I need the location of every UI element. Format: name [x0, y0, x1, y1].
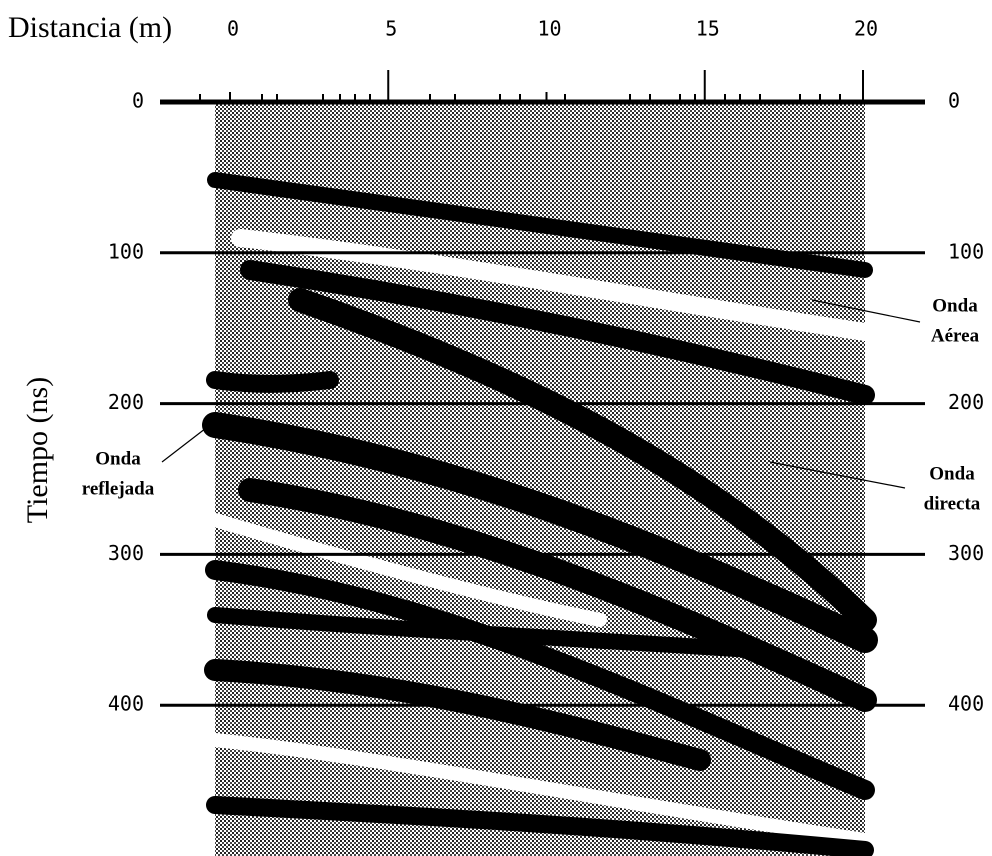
- y-axis-label: Tiempo (ns): [21, 377, 54, 523]
- annotation: Onda: [929, 463, 975, 484]
- y-tick-label: 300: [108, 541, 144, 565]
- annotation: Aérea: [931, 325, 980, 346]
- y-tick-label-right: 200: [948, 390, 984, 414]
- annotation: directa: [924, 493, 981, 514]
- y-tick-label-right: 100: [948, 239, 984, 263]
- y-tick-label: 0: [132, 89, 144, 113]
- y-tick-label-right: 400: [948, 692, 984, 716]
- x-tick-label: 10: [537, 17, 561, 41]
- leader-line: [161, 424, 211, 463]
- x-tick-label: 20: [854, 17, 878, 41]
- annotation: Onda: [95, 448, 141, 469]
- y-tick-label-right: 300: [948, 541, 984, 565]
- annotation: reflejada: [82, 478, 155, 499]
- annotation: Onda: [932, 295, 978, 316]
- y-tick-label: 100: [108, 239, 144, 263]
- y-tick-label: 400: [108, 692, 144, 716]
- x-tick-label: 5: [385, 17, 397, 41]
- y-tick-label: 200: [108, 390, 144, 414]
- leader-line: [811, 299, 921, 323]
- x-tick-label: 0: [227, 17, 239, 41]
- x-axis-label: Distancia (m): [8, 11, 172, 44]
- leader-line: [769, 461, 906, 489]
- x-tick-label: 15: [696, 17, 720, 41]
- y-tick-label-right: 0: [948, 89, 960, 113]
